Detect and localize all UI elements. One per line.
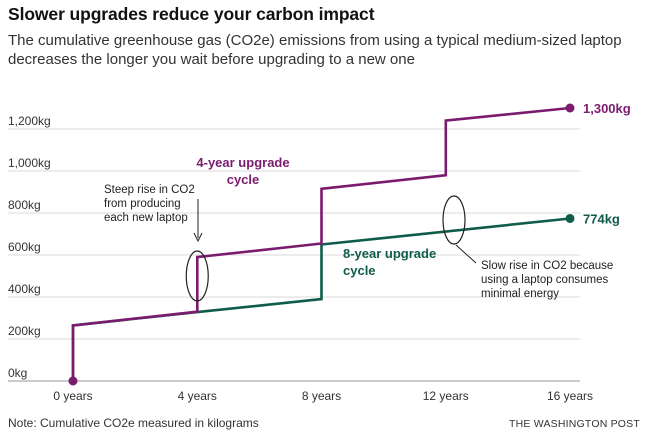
end-value-label: 774kg (583, 211, 620, 226)
x-tick-label: 16 years (547, 389, 593, 403)
annotation-text: Steep rise in CO2 (104, 184, 195, 196)
series-line-4-year (71, 106, 571, 381)
series-name-label: 4-year upgrade (196, 155, 289, 170)
gridlines: 0kg 200kg 400kg 600kg 800kg 1,000kg 1,200kg 0 y… (8, 114, 593, 403)
y-tick-label: 0kg (8, 366, 27, 380)
y-tick-label: 600kg (8, 240, 41, 254)
annotation-connector (455, 244, 477, 264)
annotation-arrowhead (193, 232, 203, 243)
x-tick-label: 4 years (178, 389, 217, 403)
y-tick-label: 800kg (8, 198, 41, 212)
chart-subtitle: The cumulative greenhouse gas (CO2e) emi… (8, 32, 622, 68)
y-tick-label: 400kg (8, 282, 41, 296)
footnote: Note: Cumulative CO2e measured in kilogr… (8, 416, 259, 430)
annotation-text: Slow rise in CO2 because (481, 260, 613, 272)
annotation-text: each new laptop (104, 212, 188, 224)
source-credit: THE WASHINGTON POST (509, 418, 640, 430)
annotation-text: using a laptop consumes (481, 274, 608, 286)
series-name-label: cycle (343, 263, 376, 278)
series-endpoint-8-year (565, 213, 575, 223)
y-tick-label: 1,200kg (8, 114, 51, 128)
annotation-text: minimal energy (481, 288, 559, 300)
x-tick-label: 8 years (302, 389, 341, 403)
series-name-label: 8-year upgrade (343, 246, 436, 261)
annotation-ellipse (442, 195, 466, 245)
series-name-label: cycle (227, 172, 260, 187)
annotation-text: from producing (104, 198, 181, 210)
series-endpoint-4-year (565, 103, 575, 113)
labels: 1,300kg 774kg 4-year upgrade cycle 8-year up… (196, 101, 630, 278)
annotations: Steep rise in CO2 from producing each new … (104, 184, 613, 302)
y-tick-label: 1,000kg (8, 156, 51, 170)
end-value-label: 1,300kg (583, 101, 631, 116)
x-tick-label: 12 years (423, 389, 469, 403)
series-lines (68, 103, 575, 386)
x-tick-label: 0 years (53, 389, 92, 403)
y-tick-label: 200kg (8, 324, 41, 338)
chart-title: Slower upgrades reduce your carbon impac… (8, 4, 375, 24)
series-start-point (68, 376, 78, 386)
annotation-ellipse (185, 250, 209, 302)
